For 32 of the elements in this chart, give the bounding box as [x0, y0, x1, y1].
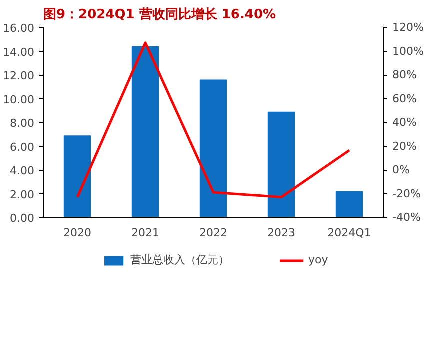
bar — [132, 46, 160, 218]
y2-tick-label: 80% — [392, 68, 417, 82]
line-series — [76, 42, 351, 199]
y2-tick-label: 40% — [392, 116, 417, 129]
legend-label: yoy — [308, 254, 328, 266]
y-tick-label: 2.00 — [10, 188, 35, 202]
y2-tick-label: 20% — [392, 140, 417, 153]
y-tick-label: 6.00 — [10, 140, 35, 154]
y-tick-label: 8.00 — [10, 117, 35, 130]
bar — [268, 112, 296, 218]
y-tick-label: 16.00 — [3, 22, 35, 35]
y2-tick-label: 120% — [392, 21, 424, 34]
y-tick-label: 14.00 — [3, 46, 35, 59]
y2-tick-label: 60% — [392, 92, 417, 106]
y2-tick-label: 100% — [392, 44, 424, 58]
y2-tick-label: -40% — [392, 211, 421, 224]
bar — [336, 191, 364, 218]
bar — [64, 136, 92, 218]
y-tick-label: 10.00 — [3, 93, 35, 106]
x-tick-label: 2024Q1 — [328, 226, 372, 240]
legend-label: 营业总收入（亿元） — [130, 252, 230, 268]
y2-tick-label: -20% — [392, 187, 421, 200]
x-tick-label: 2020 — [64, 226, 92, 240]
x-tick-label: 2022 — [200, 226, 228, 240]
chart-title: 图9：2024Q1 营收同比增长 16.40% — [44, 6, 276, 22]
y-tick-label: 12.00 — [3, 70, 35, 82]
y-tick-label: 4.00 — [10, 164, 35, 178]
x-tick-label: 2023 — [268, 226, 296, 240]
x-tick-label: 2021 — [132, 226, 160, 240]
y2-tick-label: 0% — [392, 164, 410, 176]
y-tick-label: 0.00 — [10, 212, 35, 225]
bar — [200, 80, 228, 218]
